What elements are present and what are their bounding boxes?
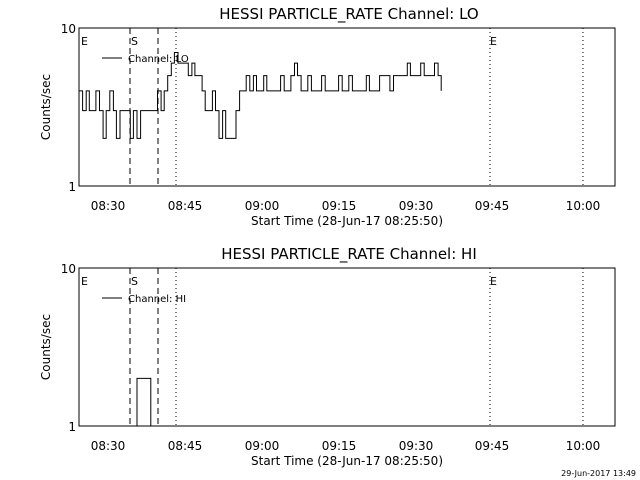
x-tick-label-0830: 08:30 bbox=[91, 199, 126, 213]
timestamp: 29-Jun-2017 13:49 bbox=[561, 469, 636, 478]
panel-hi: HESSI PARTICLE_RATE Channel: HI 10 1 Cou… bbox=[39, 245, 616, 468]
plot-frame-lo bbox=[78, 27, 616, 187]
y-axis-label-hi: Counts/sec bbox=[39, 314, 53, 380]
data-line-lo bbox=[79, 52, 442, 139]
x-tick-label-1000: 10:00 bbox=[566, 439, 601, 453]
marker-label-s: S bbox=[131, 35, 138, 48]
x-tick-label-1000: 10:00 bbox=[566, 199, 601, 213]
plot-frame-hi bbox=[78, 267, 616, 427]
marker-label-s: S bbox=[131, 275, 138, 288]
legend-label-hi: Channel: HI bbox=[128, 294, 186, 305]
y-tick-label-10: 10 bbox=[61, 22, 76, 36]
chart-title-lo: HESSI PARTICLE_RATE Channel: LO bbox=[219, 5, 478, 24]
y-tick-label-1: 1 bbox=[68, 420, 76, 434]
x-tick-label-0915: 09:15 bbox=[322, 199, 357, 213]
x-tick-label-0845: 08:45 bbox=[168, 199, 203, 213]
x-axis-label-lo: Start Time (28-Jun-17 08:25:50) bbox=[251, 214, 443, 228]
data-line-hi bbox=[136, 377, 152, 426]
x-tick-label-0830: 08:30 bbox=[91, 439, 126, 453]
x-tick-label-0845: 08:45 bbox=[168, 439, 203, 453]
chart-title-hi: HESSI PARTICLE_RATE Channel: HI bbox=[221, 245, 477, 264]
marker-label-e-left: E bbox=[81, 275, 88, 288]
x-axis-label-hi: Start Time (28-Jun-17 08:25:50) bbox=[251, 454, 443, 468]
y-axis-label-lo: Counts/sec bbox=[39, 74, 53, 140]
x-tick-label-0915: 09:15 bbox=[322, 439, 357, 453]
x-tick-label-0930: 09:30 bbox=[399, 439, 434, 453]
marker-label-e-right: E bbox=[490, 35, 497, 48]
x-tick-label-0930: 09:30 bbox=[399, 199, 434, 213]
marker-label-e-right: E bbox=[490, 275, 497, 288]
panel-lo: HESSI PARTICLE_RATE Channel: LO 10 1 Cou… bbox=[39, 5, 616, 228]
x-tick-label-0900: 09:00 bbox=[245, 439, 280, 453]
y-tick-label-1: 1 bbox=[68, 180, 76, 194]
x-tick-label-0900: 09:00 bbox=[245, 199, 280, 213]
y-tick-label-10: 10 bbox=[61, 262, 76, 276]
x-tick-label-0945: 09:45 bbox=[475, 199, 510, 213]
marker-label-e-left: E bbox=[81, 35, 88, 48]
legend-label-lo: Channel: LO bbox=[128, 54, 189, 65]
x-tick-label-0945: 09:45 bbox=[475, 439, 510, 453]
